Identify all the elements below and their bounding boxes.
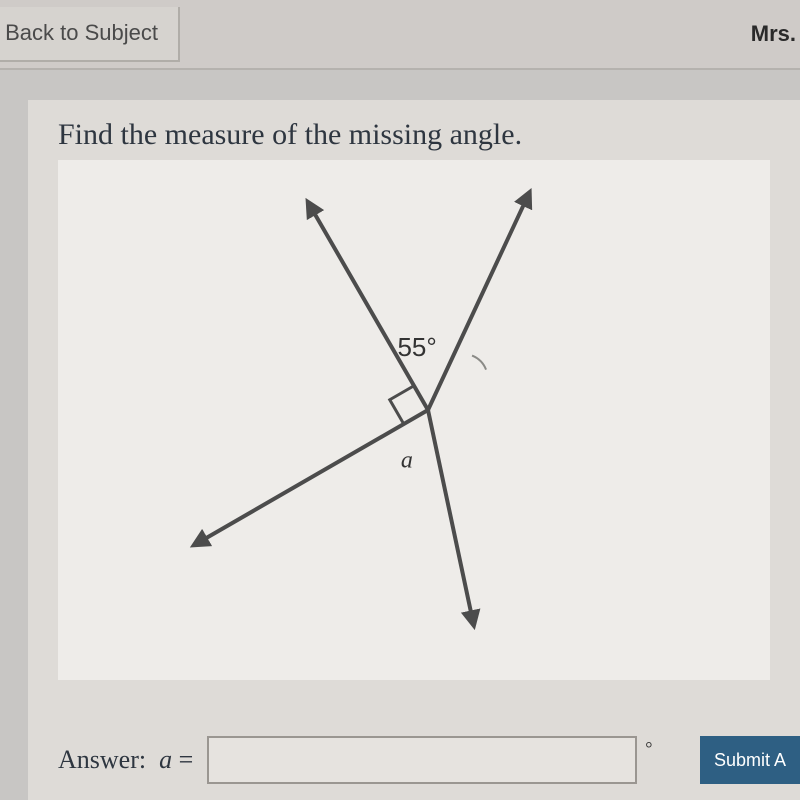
- angle-diagram: 55° a: [108, 170, 708, 670]
- teacher-name: Mrs.: [751, 21, 796, 47]
- spacer: [0, 70, 800, 100]
- answer-row: Answer: a = ° Submit A: [58, 720, 800, 800]
- answer-label: Answer: a =: [58, 745, 193, 775]
- answer-input[interactable]: [207, 736, 637, 784]
- content-card: Find the measure of the missing angle. 5…: [28, 100, 800, 800]
- svg-text:a: a: [401, 448, 413, 474]
- diagram-area: 55° a: [58, 160, 770, 680]
- top-bar: Back to Subject Mrs.: [0, 0, 800, 70]
- submit-answer-button[interactable]: Submit A: [700, 736, 800, 784]
- back-to-subject-button[interactable]: Back to Subject: [0, 7, 180, 62]
- question-prompt: Find the measure of the missing angle.: [58, 118, 770, 152]
- degree-symbol: °: [645, 738, 652, 759]
- svg-text:55°: 55°: [397, 332, 436, 362]
